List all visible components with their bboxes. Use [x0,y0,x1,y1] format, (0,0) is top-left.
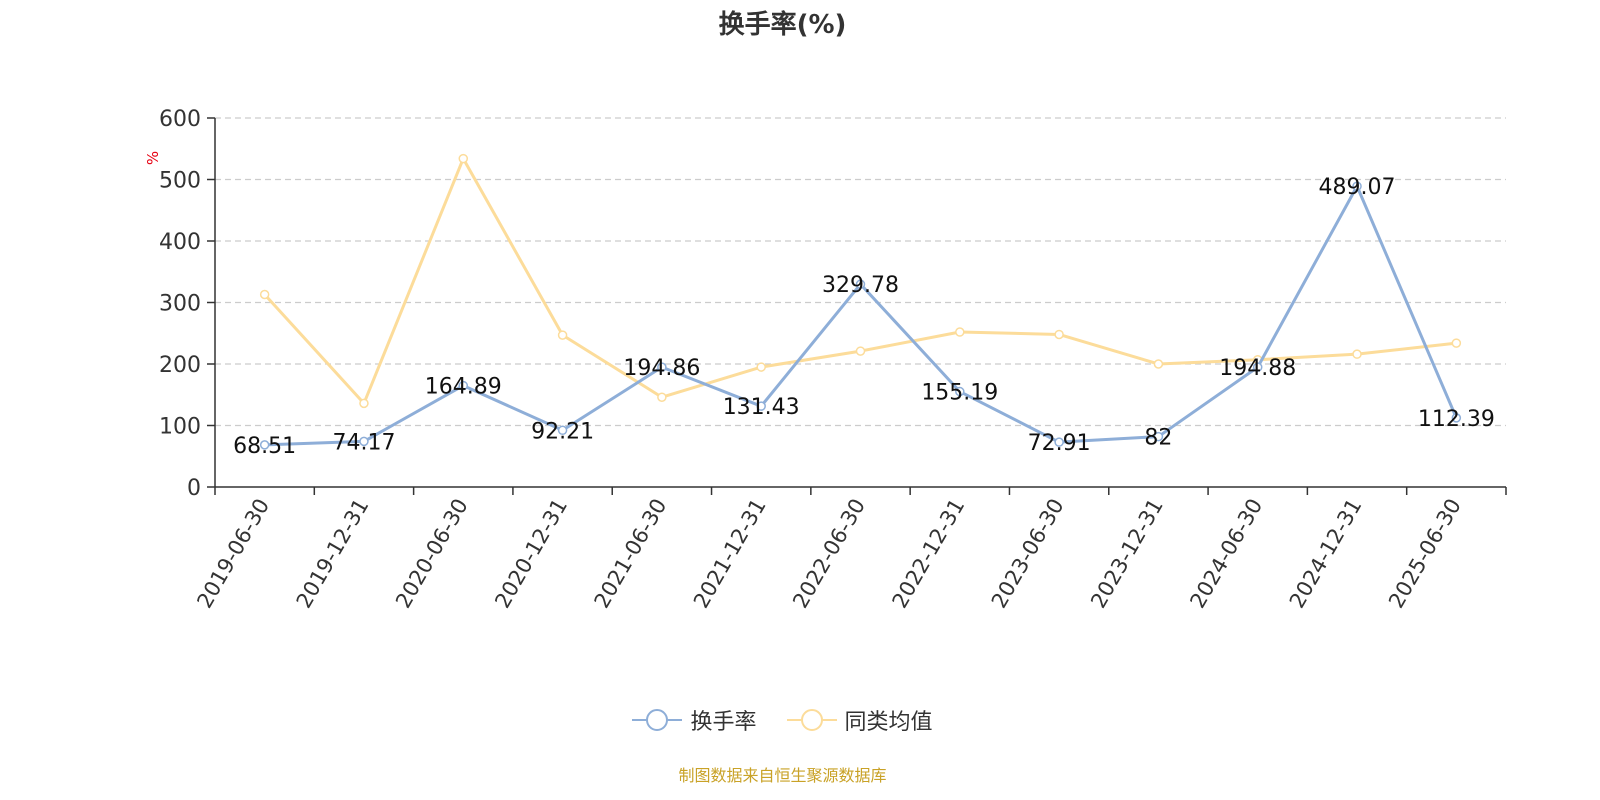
x-tick-label: 2024-12-31 [1285,495,1367,613]
data-point-turnover [458,380,469,391]
data-label: 82 [1144,426,1172,451]
x-tick-label: 2022-12-31 [888,494,970,612]
y-axis-unit-label: % [144,151,162,165]
legend-label: 换手率 [690,710,757,735]
data-point-turnover [955,386,965,397]
grid-lines [215,117,1506,427]
data-point-turnover [1054,437,1064,447]
chart-title: 换手率(%) [718,10,847,40]
data-point-turnover [657,362,667,372]
x-tick-label: 2020-12-31 [490,495,572,613]
data-point-peer-average [1054,329,1064,340]
data-label: 92.21 [531,419,594,444]
data-point-peer-average [657,392,667,402]
data-label: 74.17 [332,430,395,455]
legend-item-turnover[interactable]: 换手率 [632,704,757,736]
y-tick-label: 500 [159,169,201,194]
data-point-turnover [756,401,766,411]
data-label: 194.88 [1219,356,1296,381]
data-point-turnover [557,425,568,436]
data-point-peer-average [1153,359,1164,369]
data-point-turnover [1153,431,1164,442]
legend-label: 同类均值 [844,710,933,735]
data-point-peer-average [955,327,965,337]
data-point-turnover [1252,362,1263,372]
x-tick-label: 2022-06-30 [788,495,870,613]
data-point-peer-average [259,289,270,300]
data-label: 131.43 [723,395,800,420]
data-point-turnover [855,279,866,289]
series-lines [259,153,1462,450]
data-label: 329.78 [822,273,899,298]
data-point-peer-average [458,153,469,164]
data-point-turnover [259,440,270,450]
y-tick-label: 300 [159,292,201,317]
data-point-turnover [1451,413,1462,423]
data-point-peer-average [359,398,369,409]
y-tick-label: 600 [159,107,201,132]
data-point-turnover [1352,181,1362,191]
data-label: 155.19 [921,381,998,406]
legend: 换手率 同类均值 [0,704,1565,736]
data-point-turnover [359,436,369,447]
axes: 0 100 200 300 400 500 600% 2019-06-30 2019-12-31… [144,107,1507,613]
data-label: 68.51 [233,434,296,459]
data-source-note: 制图数据来自恒生聚源数据库 [678,766,887,785]
x-tick-label: 2023-06-30 [987,495,1069,613]
data-label: 112.39 [1418,407,1495,432]
y-tick-label: 100 [159,415,201,440]
data-point-peer-average [1451,338,1462,348]
legend-line-circle-icon [632,709,683,731]
x-tick-label: 2024-06-30 [1185,495,1267,613]
y-tick-label: 400 [159,230,201,255]
data-point-peer-average [756,362,766,372]
data-point-peer-average [1352,349,1362,359]
x-tick-label: 2019-06-30 [192,495,274,613]
data-label: 194.86 [623,356,700,381]
x-tick-label: 2023-12-31 [1086,495,1168,613]
x-tick-label: 2021-12-31 [689,495,771,613]
legend-item-peer-average[interactable]: 同类均值 [786,704,933,736]
x-tick-label: 2021-06-30 [590,495,672,613]
data-label: 164.89 [425,375,502,400]
data-label: 72.91 [1028,431,1091,456]
data-point-peer-average [557,330,568,340]
series-line-turnover [264,184,1458,447]
y-tick-label: 200 [159,353,201,378]
y-tick-label: 0 [187,476,201,501]
legend-line-circle-icon [786,709,837,731]
data-label: 489.07 [1319,175,1396,200]
x-tick-label: 2019-12-31 [292,495,374,613]
data-point-peer-average [855,346,866,356]
x-tick-label: 2020-06-30 [391,495,473,613]
x-tick-label: 2025-06-30 [1384,495,1466,613]
data-labels: 68.51 74.17 164.89 92.21 194.86 131.43 329.78 1… [233,175,1495,459]
